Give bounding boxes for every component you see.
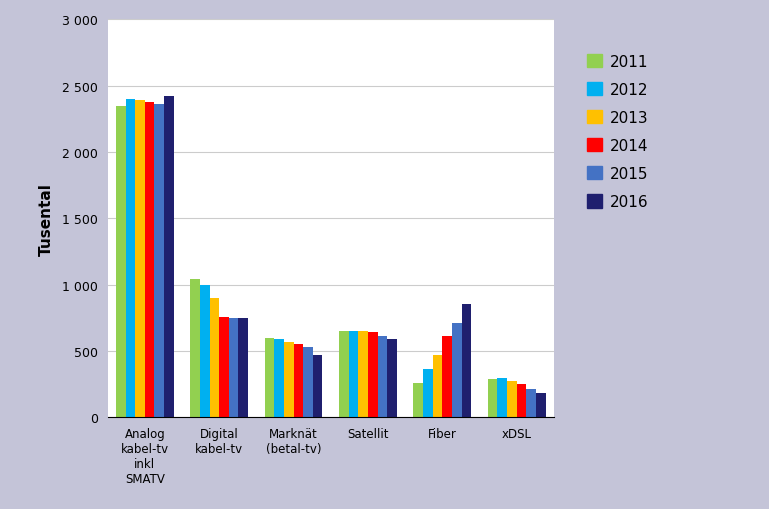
Bar: [517, 384, 526, 417]
Bar: [238, 319, 248, 417]
Bar: [190, 280, 200, 417]
Bar: [135, 101, 145, 417]
Bar: [387, 340, 397, 417]
Bar: [294, 344, 303, 417]
Bar: [313, 355, 322, 417]
Bar: [368, 333, 378, 417]
Y-axis label: Tusental: Tusental: [38, 183, 54, 255]
Bar: [452, 323, 461, 417]
Bar: [461, 304, 471, 417]
Bar: [155, 105, 164, 417]
Bar: [145, 102, 155, 417]
Bar: [265, 338, 275, 417]
Bar: [164, 97, 174, 417]
Bar: [339, 331, 348, 417]
Legend: 2011, 2012, 2013, 2014, 2015, 2016: 2011, 2012, 2013, 2014, 2015, 2016: [581, 48, 654, 216]
Bar: [209, 298, 219, 417]
Bar: [116, 106, 125, 417]
Bar: [378, 336, 387, 417]
Bar: [432, 355, 442, 417]
Bar: [423, 370, 432, 417]
Bar: [348, 331, 358, 417]
Bar: [498, 378, 507, 417]
Bar: [507, 381, 517, 417]
Bar: [303, 347, 313, 417]
Bar: [275, 340, 284, 417]
Bar: [200, 285, 209, 417]
Bar: [488, 380, 498, 417]
Bar: [229, 319, 238, 417]
Bar: [413, 383, 423, 417]
Bar: [219, 318, 229, 417]
Bar: [358, 331, 368, 417]
Bar: [125, 100, 135, 417]
Bar: [536, 393, 545, 417]
Bar: [442, 336, 452, 417]
Bar: [526, 389, 536, 417]
Bar: [284, 343, 294, 417]
